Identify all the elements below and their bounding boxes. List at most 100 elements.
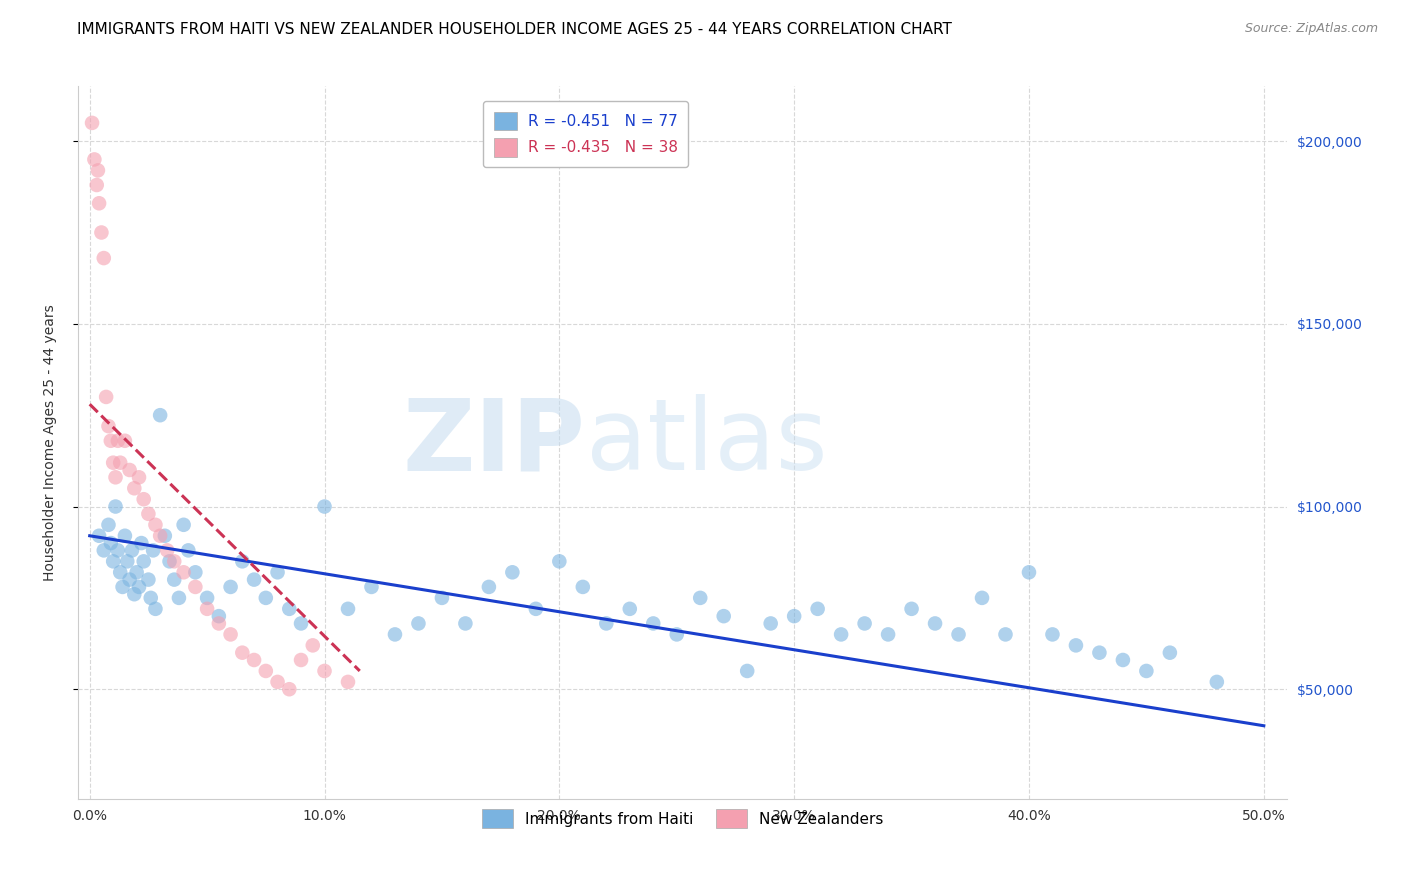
Text: ZIP: ZIP [404, 394, 586, 491]
Point [595, 616, 617, 631]
Point [266, 566, 288, 580]
Point [104, 500, 127, 514]
Point [572, 580, 595, 594]
Point [173, 517, 195, 532]
Point [131, 536, 153, 550]
Point [219, 627, 242, 641]
Point [1088, 646, 1111, 660]
Point [195, 602, 218, 616]
Point [853, 616, 876, 631]
Point [231, 646, 253, 660]
Point [689, 591, 711, 605]
Point [454, 616, 477, 631]
Text: IMMIGRANTS FROM HAITI VS NEW ZEALANDER HOUSEHOLDER INCOME AGES 25 - 44 YEARS COR: IMMIGRANTS FROM HAITI VS NEW ZEALANDER H… [77, 22, 952, 37]
Point [807, 602, 830, 616]
Point [278, 682, 301, 697]
Point [254, 591, 277, 605]
Point [167, 591, 190, 605]
Point [118, 463, 141, 477]
Point [266, 674, 288, 689]
Point [114, 529, 136, 543]
Point [128, 470, 150, 484]
Point [948, 627, 970, 641]
Point [219, 580, 242, 594]
Point [149, 529, 172, 543]
Point [208, 616, 231, 631]
Point [83, 153, 105, 167]
Point [139, 591, 162, 605]
Point [163, 573, 186, 587]
Point [104, 470, 127, 484]
Text: Source: ZipAtlas.com: Source: ZipAtlas.com [1244, 22, 1378, 36]
Point [114, 434, 136, 448]
Point [301, 639, 323, 653]
Point [360, 580, 382, 594]
Point [121, 543, 143, 558]
Point [110, 566, 132, 580]
Point [153, 529, 176, 543]
Point [97, 517, 120, 532]
Point [97, 419, 120, 434]
Point [713, 609, 735, 624]
Point [138, 507, 160, 521]
Point [100, 536, 122, 550]
Point [314, 664, 336, 678]
Point [118, 573, 141, 587]
Point [184, 566, 207, 580]
Point [619, 602, 641, 616]
Point [278, 602, 301, 616]
Point [430, 591, 453, 605]
Point [970, 591, 993, 605]
Point [177, 543, 200, 558]
Legend: Immigrants from Haiti, New Zealanders: Immigrants from Haiti, New Zealanders [475, 803, 890, 834]
Point [314, 500, 336, 514]
Point [478, 580, 501, 594]
Point [231, 554, 253, 568]
Point [111, 580, 134, 594]
Point [173, 566, 195, 580]
Point [163, 554, 186, 568]
Point [384, 627, 406, 641]
Point [243, 573, 266, 587]
Point [900, 602, 922, 616]
Point [132, 554, 155, 568]
Point [1205, 674, 1227, 689]
Point [87, 163, 110, 178]
Point [254, 664, 277, 678]
Point [132, 492, 155, 507]
Point [877, 627, 900, 641]
Point [156, 543, 179, 558]
Point [107, 543, 129, 558]
Point [149, 408, 172, 422]
Point [93, 543, 115, 558]
Point [117, 554, 139, 568]
Point [128, 580, 150, 594]
Point [100, 434, 122, 448]
Point [290, 616, 312, 631]
Point [548, 554, 571, 568]
Point [110, 456, 132, 470]
Point [90, 226, 112, 240]
Point [80, 116, 103, 130]
Point [94, 390, 117, 404]
Point [1112, 653, 1135, 667]
Point [184, 580, 207, 594]
Y-axis label: Householder Income Ages 25 - 44 years: Householder Income Ages 25 - 44 years [44, 304, 58, 581]
Point [138, 573, 160, 587]
Point [87, 196, 110, 211]
Point [665, 627, 688, 641]
Point [124, 481, 146, 495]
Point [1159, 646, 1181, 660]
Point [159, 554, 181, 568]
Point [783, 609, 806, 624]
Point [142, 543, 165, 558]
Point [408, 616, 430, 631]
Point [759, 616, 782, 631]
Point [145, 517, 167, 532]
Point [87, 529, 110, 543]
Point [93, 251, 115, 265]
Point [1064, 639, 1087, 653]
Point [101, 554, 124, 568]
Point [124, 587, 146, 601]
Point [101, 456, 124, 470]
